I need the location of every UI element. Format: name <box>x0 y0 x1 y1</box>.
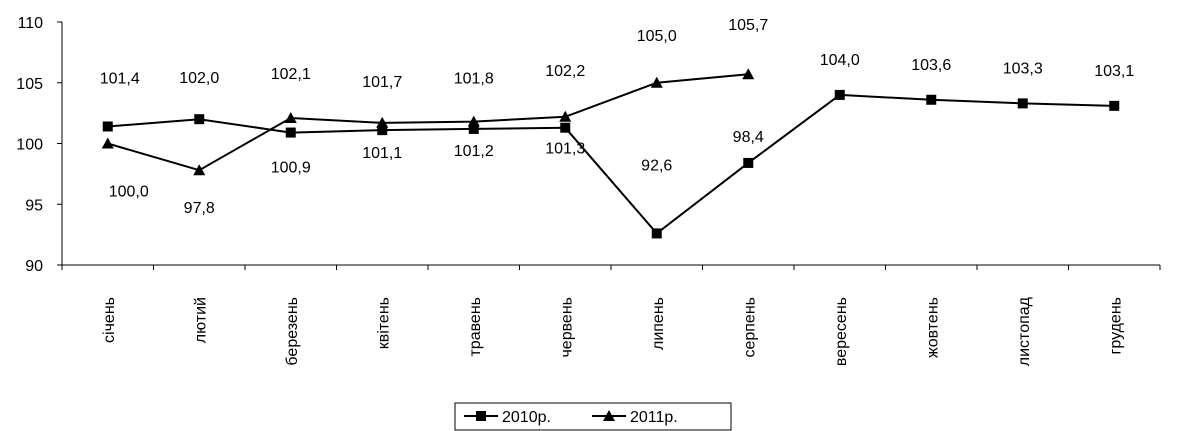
data-label-2011-6: 102,2 <box>545 63 585 80</box>
data-label-2011-8: 105,7 <box>728 17 768 34</box>
data-label-2011-4: 101,7 <box>362 74 402 91</box>
data-label-2011-5: 101,8 <box>454 71 494 88</box>
marker-2011-8 <box>742 68 755 80</box>
data-label-2010-6: 101,3 <box>545 141 585 158</box>
y-tick-label-110: 110 <box>17 15 43 32</box>
data-label-2010-2: 102,0 <box>179 70 219 87</box>
x-tick-label-5: травень <box>467 297 484 357</box>
marker-2010-8 <box>743 157 754 168</box>
data-label-2010-9: 104,0 <box>820 52 860 69</box>
legend-2010-marker <box>476 411 486 421</box>
x-tick-labels: січень лютий березень квітень травень червень… <box>101 296 1125 366</box>
marker-2010-12 <box>1109 100 1120 111</box>
x-tick-label-11: листопад <box>1016 296 1033 366</box>
data-label-2010-8: 98,4 <box>733 129 764 146</box>
y-tick-label-100: 100 <box>16 137 43 154</box>
x-tick-label-1: січень <box>101 297 118 343</box>
y-tick-label-95: 95 <box>25 197 43 214</box>
marker-2011-4 <box>376 116 389 128</box>
x-tick-label-12: грудень <box>1107 297 1124 354</box>
data-label-2010-12: 103,1 <box>1094 63 1134 80</box>
chart-axes <box>57 21 1161 270</box>
legend-2011-marker <box>603 410 615 421</box>
data-label-2010-10: 103,6 <box>911 57 951 74</box>
marker-2010-6 <box>560 122 571 133</box>
legend-2010-label: 2010р. <box>502 409 551 426</box>
x-tick-label-2: лютий <box>192 297 209 343</box>
x-tick-label-10: жовтень <box>924 297 941 358</box>
data-label-2011-2: 97,8 <box>184 200 215 217</box>
marker-2011-1 <box>101 137 114 149</box>
y-tick-label-105: 105 <box>16 76 43 93</box>
marker-2010-3 <box>285 127 296 138</box>
marker-2011-6 <box>559 110 572 122</box>
y-tick-labels: 90 95 100 105 110 <box>16 15 43 275</box>
x-tick-label-8: серпень <box>741 297 758 358</box>
marker-2010-2 <box>194 114 205 125</box>
data-label-2010-11: 103,3 <box>1003 60 1043 77</box>
marker-2010-9 <box>834 89 845 100</box>
data-label-2011-1: 100,0 <box>109 184 149 201</box>
marker-2011-3 <box>284 111 297 123</box>
series-line-1 <box>107 93 1115 235</box>
series-lines <box>107 73 1115 235</box>
marker-2011-7 <box>650 76 663 88</box>
x-tick-label-6: червень <box>558 297 575 358</box>
marker-2011-2 <box>193 164 206 176</box>
data-labels: 101,4 102,0 100,9 101,1 101,2 101,3 92,6 98,4 10… <box>100 17 1135 217</box>
marker-2010-11 <box>1017 98 1028 109</box>
data-label-2011-3: 102,1 <box>271 66 311 83</box>
y-tick-label-90: 90 <box>25 258 43 275</box>
series-markers <box>101 68 1120 239</box>
legend-2011-label: 2011р. <box>630 409 678 426</box>
marker-2010-1 <box>102 121 113 132</box>
x-tick-label-7: липень <box>650 297 667 350</box>
marker-2010-7 <box>651 228 662 239</box>
marker-2010-5 <box>468 123 479 134</box>
data-label-2010-4: 101,1 <box>362 145 402 162</box>
data-label-2010-3: 100,9 <box>271 160 311 177</box>
x-tick-label-4: квітень <box>375 297 392 349</box>
x-tick-label-9: вересень <box>833 297 850 366</box>
marker-2010-4 <box>377 125 388 136</box>
data-label-2011-7: 105,0 <box>637 28 677 45</box>
data-label-2010-7: 92,6 <box>641 157 672 174</box>
marker-2010-10 <box>926 94 937 105</box>
x-tick-label-3: березень <box>284 297 301 366</box>
legend: 2010р. 2011р. <box>454 402 732 431</box>
data-label-2010-5: 101,2 <box>454 143 494 160</box>
data-label-2010-1: 101,4 <box>100 70 140 87</box>
marker-2011-5 <box>467 115 480 127</box>
series-line-2 <box>107 73 749 172</box>
